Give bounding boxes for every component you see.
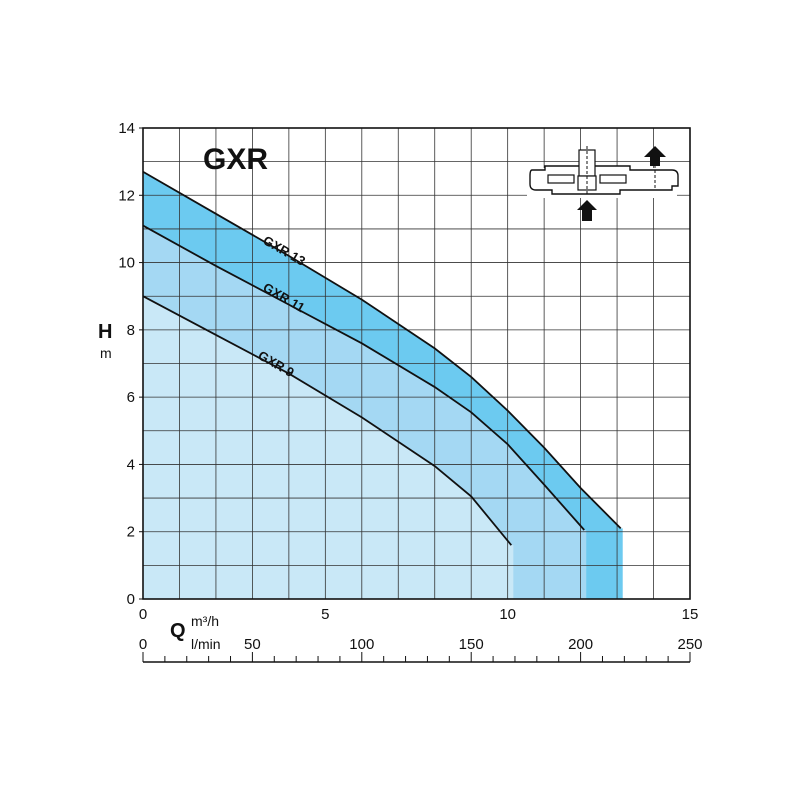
x-tick-label: 0 <box>139 606 147 623</box>
x-tick-label: 15 <box>682 606 699 623</box>
secondary-x-axis: 0 50 100 150 200 250 <box>139 636 703 663</box>
y-tick-label: 8 <box>127 322 135 339</box>
y-tick-label: 6 <box>127 389 135 406</box>
y-tick-label: 2 <box>127 524 135 541</box>
x-axis-label: Q <box>170 620 186 642</box>
y-tick-labels: 0 2 4 6 8 10 12 14 <box>118 120 143 608</box>
x-secondary-tick-label: 250 <box>677 636 702 653</box>
chart-title: GXR <box>203 143 268 176</box>
y-tick-label: 10 <box>118 255 135 272</box>
y-tick-label: 0 <box>127 591 135 608</box>
x-axis-unit-secondary: l/min <box>191 636 221 652</box>
x-secondary-tick-label: 200 <box>568 636 593 653</box>
y-tick-label: 4 <box>127 456 135 473</box>
y-axis-label: H <box>98 321 112 343</box>
y-tick-label: 12 <box>118 187 135 204</box>
x-axis-unit-primary: m³/h <box>191 613 219 629</box>
x-secondary-tick-label: 150 <box>459 636 484 653</box>
y-axis-unit: m <box>100 345 112 361</box>
x-tick-label: 10 <box>499 606 516 623</box>
pump-installation-diagram-icon <box>527 146 679 221</box>
x-tick-label: 5 <box>321 606 329 623</box>
area-gxr-9 <box>143 296 514 599</box>
x-secondary-tick-label: 0 <box>139 636 147 653</box>
curve-areas <box>143 171 623 600</box>
grid-lines <box>143 128 690 599</box>
curve-line-gxr-9 <box>142 295 513 546</box>
curve-lines <box>142 170 622 546</box>
curve-line-gxr-11 <box>142 224 585 531</box>
curve-line-gxr-13 <box>142 170 622 529</box>
plot-frame <box>142 127 691 600</box>
x-secondary-tick-label: 100 <box>349 636 374 653</box>
x-tick-labels: 0 5 10 15 <box>139 606 699 623</box>
y-tick-label: 14 <box>118 120 135 137</box>
x-secondary-tick-label: 50 <box>244 636 261 653</box>
